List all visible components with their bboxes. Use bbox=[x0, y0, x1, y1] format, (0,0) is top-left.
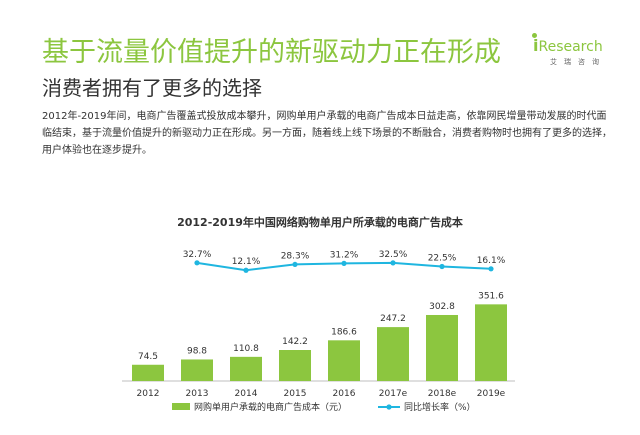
x-tick-label: 2013 bbox=[186, 389, 209, 399]
growth-rate-point bbox=[194, 260, 200, 266]
bar bbox=[328, 340, 360, 381]
growth-rate-point bbox=[439, 263, 445, 270]
x-tick-label: 2015 bbox=[284, 389, 307, 399]
page-title: 基于流量价值提升的新驱动力正在形成 bbox=[42, 37, 501, 68]
bar-value-label: 74.5 bbox=[138, 352, 158, 362]
growth-rate-label: 12.1% bbox=[232, 257, 261, 267]
growth-rate-point bbox=[488, 266, 494, 272]
growth-rate-point bbox=[243, 267, 249, 273]
logo-subtext: 艾瑞咨询 bbox=[550, 58, 606, 66]
bar-value-label: 186.6 bbox=[331, 327, 357, 337]
growth-rate-label: 32.7% bbox=[183, 250, 212, 260]
growth-rate-label: 28.3% bbox=[281, 251, 310, 261]
growth-rate-point bbox=[292, 261, 298, 268]
bar bbox=[426, 314, 458, 381]
x-tick-label: 2018e bbox=[428, 389, 457, 399]
page-subtitle: 消费者拥有了更多的选择 bbox=[42, 76, 262, 100]
legend-line-marker bbox=[386, 404, 392, 410]
legend-bar-label: 网购单用户承载的电商广告成本（元） bbox=[194, 401, 347, 413]
body-paragraph: 2012年-2019年间，电商广告覆盖式投放成本攀升，网购单用户承载的电商广告成… bbox=[42, 111, 612, 156]
bar-value-label: 142.2 bbox=[282, 337, 308, 347]
bar bbox=[230, 356, 262, 381]
iresearch-logo: iResearch 艾瑞咨询 bbox=[530, 33, 606, 73]
growth-rate-label: 22.5% bbox=[428, 254, 457, 264]
bar bbox=[377, 327, 409, 381]
growth-rate-label: 32.5% bbox=[379, 250, 408, 260]
x-tick-label: 2017e bbox=[379, 389, 408, 399]
bar bbox=[475, 304, 507, 381]
growth-rate-point bbox=[341, 260, 347, 266]
logo-dot-icon bbox=[532, 33, 537, 38]
growth-rate-label: 31.2% bbox=[330, 250, 359, 260]
x-tick-label: 2019e bbox=[477, 389, 506, 399]
bar bbox=[132, 364, 164, 381]
bar bbox=[279, 350, 311, 381]
legend-bar-swatch bbox=[172, 403, 190, 410]
growth-rate-point bbox=[390, 260, 396, 266]
bar-value-label: 110.8 bbox=[233, 344, 259, 354]
x-tick-label: 2012 bbox=[137, 389, 160, 399]
bar-value-label: 351.6 bbox=[478, 291, 504, 301]
bar-value-label: 302.8 bbox=[429, 302, 455, 312]
x-tick-label: 2016 bbox=[333, 389, 356, 399]
bar-value-label: 98.8 bbox=[187, 346, 207, 356]
x-tick-label: 2014 bbox=[235, 389, 258, 399]
chart-title: 2012-2019年中国网络购物单用户所承载的电商广告成本 bbox=[177, 215, 463, 229]
growth-rate-label: 16.1% bbox=[477, 256, 506, 266]
logo-wordmark: iResearch bbox=[533, 36, 603, 55]
legend-line-label: 同比增长率（%） bbox=[404, 401, 476, 413]
bar-value-label: 247.2 bbox=[380, 314, 406, 324]
bar bbox=[181, 359, 213, 381]
